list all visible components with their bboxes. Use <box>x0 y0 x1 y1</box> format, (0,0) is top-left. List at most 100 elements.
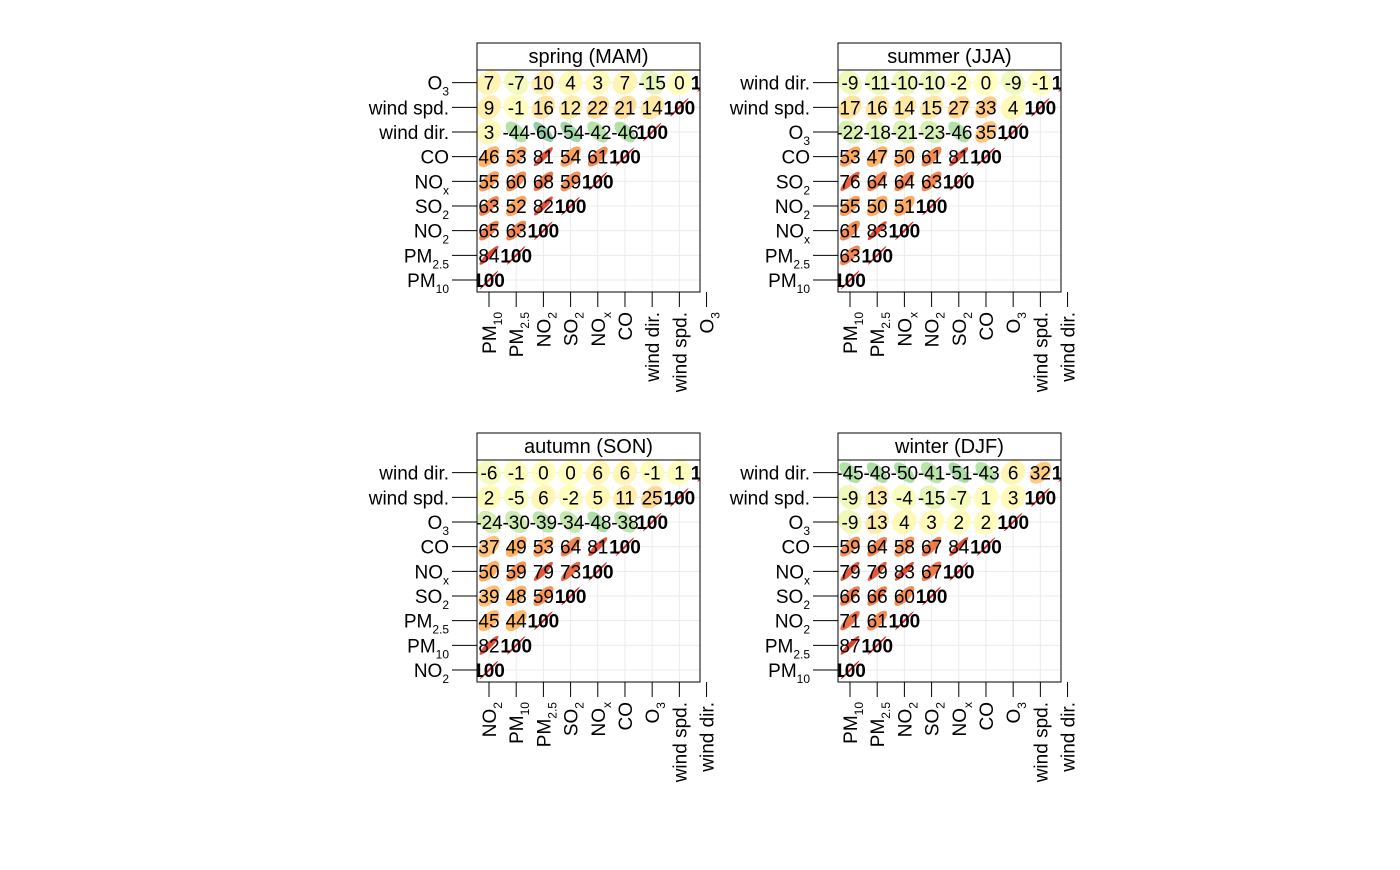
corr-ellipse <box>640 70 664 95</box>
corr-ellipse <box>558 95 583 120</box>
corr-ellipse <box>920 462 943 484</box>
y-tick-label: O3 <box>428 513 450 538</box>
corr-ellipse <box>1000 485 1026 510</box>
corr-ellipse <box>479 196 499 216</box>
corr-ellipse <box>506 220 527 241</box>
panel-strip <box>837 42 1062 71</box>
corr-ellipse <box>585 485 610 510</box>
corr-value: 15 <box>921 98 942 119</box>
corr-value: -51 <box>945 464 972 485</box>
corr-value: 61 <box>839 222 860 243</box>
corr-ellipse <box>839 195 861 217</box>
y-tick-label: SO2 <box>776 172 810 197</box>
corr-value: 63 <box>839 246 860 267</box>
x-tick-label: wind dir. <box>1059 702 1080 773</box>
corr-value: -7 <box>508 74 525 95</box>
x-tick-label: NOx <box>589 312 614 347</box>
corr-value: 100 <box>943 562 975 583</box>
corr-ellipse <box>534 221 553 240</box>
corr-ellipse <box>921 146 942 167</box>
corr-value: -1 <box>1032 74 1049 95</box>
corr-ellipse <box>477 484 502 510</box>
corr-ellipse <box>946 70 972 96</box>
corr-value: 61 <box>921 148 942 169</box>
corr-ellipse <box>506 171 527 192</box>
corr-value: -48 <box>863 464 890 485</box>
corr-value: 100 <box>500 246 532 267</box>
corr-ellipse <box>614 511 636 533</box>
corr-value: 63 <box>478 197 499 218</box>
corr-value: -48 <box>584 513 611 534</box>
corr-value: 33 <box>975 98 996 119</box>
y-tick-label: PM10 <box>768 271 810 296</box>
corr-value: 53 <box>839 148 860 169</box>
x-tick-label: wind spd. <box>670 312 691 393</box>
y-tick-label: NOx <box>415 172 450 197</box>
corr-ellipse <box>666 460 692 486</box>
corr-ellipse <box>479 245 499 265</box>
corr-ellipse <box>666 70 692 96</box>
x-tick-label: SO2 <box>923 702 948 736</box>
x-tick-label: CO <box>977 312 998 341</box>
y-tick-label: CO <box>782 148 811 169</box>
corr-ellipse <box>894 146 915 167</box>
y-tick-label: NO2 <box>775 197 811 222</box>
corr-ellipse <box>1029 461 1052 484</box>
corr-ellipse <box>921 536 942 557</box>
corr-value: 66 <box>867 587 888 608</box>
corr-value: 100 <box>916 197 948 218</box>
corr-value: -60 <box>530 123 557 144</box>
corr-value: 21 <box>614 98 635 119</box>
corr-ellipse <box>892 120 916 144</box>
x-tick-label: wind spd. <box>670 702 691 783</box>
corr-ellipse <box>1001 70 1026 95</box>
y-tick-label: CO <box>421 148 450 169</box>
corr-ellipse <box>560 146 581 167</box>
corr-ellipse <box>505 195 527 217</box>
corr-ellipse <box>949 537 969 557</box>
corr-ellipse <box>867 171 888 192</box>
corr-ellipse <box>533 536 554 557</box>
corr-ellipse <box>533 171 554 192</box>
y-tick-label: wind spd. <box>368 98 449 119</box>
x-tick-label: wind spd. <box>1031 312 1052 393</box>
corr-ellipse <box>587 511 609 533</box>
corr-value: 100 <box>997 513 1029 534</box>
corr-value: 6 <box>1008 464 1019 485</box>
corr-value: 79 <box>867 562 888 583</box>
corr-value: -45 <box>836 464 863 485</box>
corr-value: -30 <box>502 513 529 534</box>
corr-ellipse <box>894 586 915 606</box>
corr-ellipse <box>840 245 860 266</box>
corr-value: 0 <box>981 74 992 95</box>
x-tick-label: wind dir. <box>1059 312 1080 383</box>
corr-value: 54 <box>560 148 582 169</box>
corr-ellipse <box>531 485 556 510</box>
corr-value: -10 <box>918 74 945 95</box>
corr-value: -5 <box>508 488 525 509</box>
corr-ellipse <box>894 171 915 192</box>
x-tick-label: wind spd. <box>1031 702 1052 783</box>
corr-ellipse <box>478 535 500 558</box>
corr-value: 25 <box>642 488 663 509</box>
corr-value: -46 <box>611 123 638 144</box>
corr-ellipse <box>531 95 556 120</box>
corr-ellipse <box>561 586 580 606</box>
corr-value: -23 <box>918 123 945 144</box>
corr-value: 100 <box>473 271 505 292</box>
corr-value: 12 <box>560 98 581 119</box>
corr-value: -1 <box>644 464 661 485</box>
corr-value: -1 <box>508 98 525 119</box>
y-tick-label: NOx <box>776 562 811 587</box>
corr-ellipse <box>477 460 502 485</box>
y-tick-label: O3 <box>789 123 811 148</box>
x-tick-label: NOx <box>950 702 975 737</box>
x-tick-label: NO2 <box>534 312 559 348</box>
corr-ellipse <box>865 70 890 95</box>
corr-value: -6 <box>481 464 498 485</box>
corr-value: 58 <box>894 538 915 559</box>
corr-value: 46 <box>478 148 499 169</box>
corr-ellipse <box>840 660 860 680</box>
x-tick-label: PM10 <box>841 312 866 354</box>
